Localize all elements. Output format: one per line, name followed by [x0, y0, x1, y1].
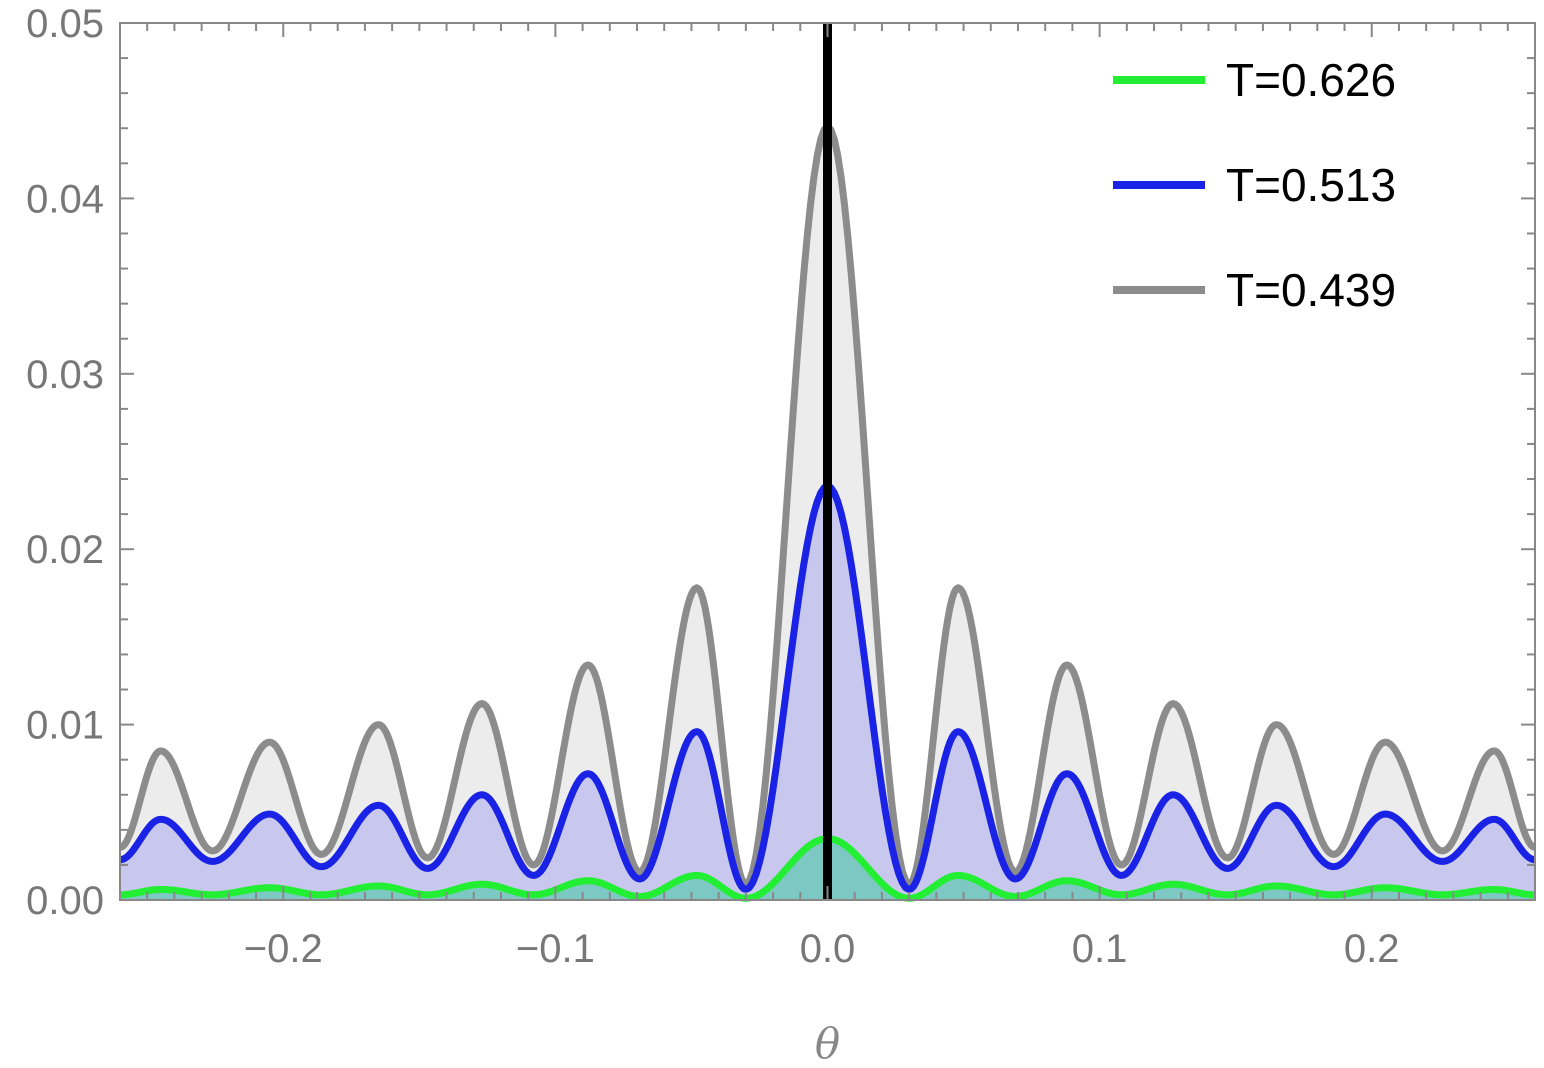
x-tick-labels: −0.2 −0.1 0.0 0.1 0.2 — [244, 927, 1400, 971]
y-tick-label: 0.00 — [26, 879, 104, 923]
x-tick-label: 0.2 — [1344, 927, 1400, 971]
x-tick-label: −0.1 — [516, 927, 595, 971]
y-tick-label: 0.04 — [26, 177, 104, 221]
y-tick-label: 0.03 — [26, 353, 104, 397]
legend-label: T=0.439 — [1226, 264, 1396, 316]
y-tick-label: 0.01 — [26, 704, 104, 748]
axis-ticks — [119, 22, 1536, 901]
y-tick-label: 0.05 — [26, 2, 104, 46]
legend: T=0.626 T=0.513 T=0.439 — [1113, 54, 1396, 316]
legend-label: T=0.626 — [1226, 54, 1396, 106]
x-axis-label: θ — [815, 1019, 840, 1068]
x-tick-label: 0.1 — [1072, 927, 1128, 971]
y-tick-label: 0.02 — [26, 528, 104, 572]
legend-label: T=0.513 — [1226, 159, 1396, 211]
x-tick-label: −0.2 — [244, 927, 323, 971]
y-tick-labels: 0.00 0.01 0.02 0.03 0.04 0.05 — [26, 2, 104, 923]
x-tick-label: 0.0 — [800, 927, 856, 971]
